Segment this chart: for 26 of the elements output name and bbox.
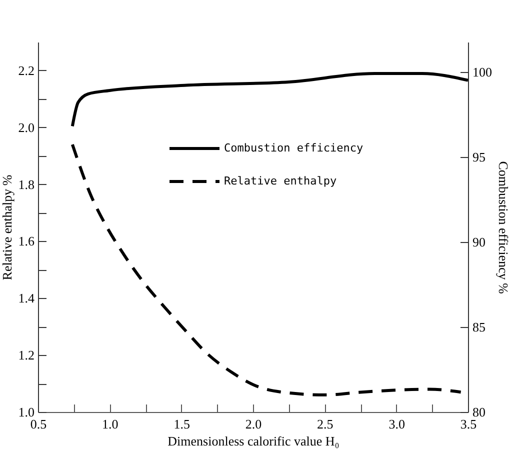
y2-tick-label: 90 bbox=[472, 234, 486, 250]
y2-tick-label: 95 bbox=[472, 149, 486, 164]
y2-tick-label: 85 bbox=[472, 319, 486, 334]
y-tick-label: 1.0 bbox=[18, 404, 34, 420]
x-tick-label: 1.5 bbox=[174, 416, 190, 432]
x-tick-label: 3.0 bbox=[388, 416, 405, 432]
x-tick-label: 2.0 bbox=[245, 416, 262, 432]
y-tick-label: 1.4 bbox=[18, 290, 35, 306]
line-series bbox=[70, 142, 462, 396]
line-series bbox=[70, 72, 468, 128]
x-tick-label: 2.5 bbox=[317, 416, 334, 432]
y2-axis-title: Combustion efficiency % bbox=[496, 161, 511, 294]
y-tick-label: 2.2 bbox=[18, 62, 34, 78]
x-axis-title: Dimensionless calorific value H₀ bbox=[168, 434, 340, 448]
y-tick-label: 1.2 bbox=[18, 348, 34, 363]
x-tick-label: 3.5 bbox=[460, 416, 477, 432]
y2-tick-label: 80 bbox=[472, 404, 486, 420]
y-axis-title: Relative enthalpy % bbox=[0, 174, 14, 280]
legend-label: Relative enthalpy bbox=[224, 174, 337, 188]
y2-tick-label: 100 bbox=[472, 64, 492, 80]
y-tick-label: 2.0 bbox=[18, 120, 34, 135]
y-tick-label: 1.8 bbox=[18, 176, 34, 192]
y-tick-label: 1.6 bbox=[18, 234, 35, 249]
legend-label: Combustion efficiency bbox=[224, 142, 364, 154]
x-tick-label: 0.5 bbox=[30, 416, 47, 432]
x-tick-label: 1.0 bbox=[102, 416, 118, 432]
